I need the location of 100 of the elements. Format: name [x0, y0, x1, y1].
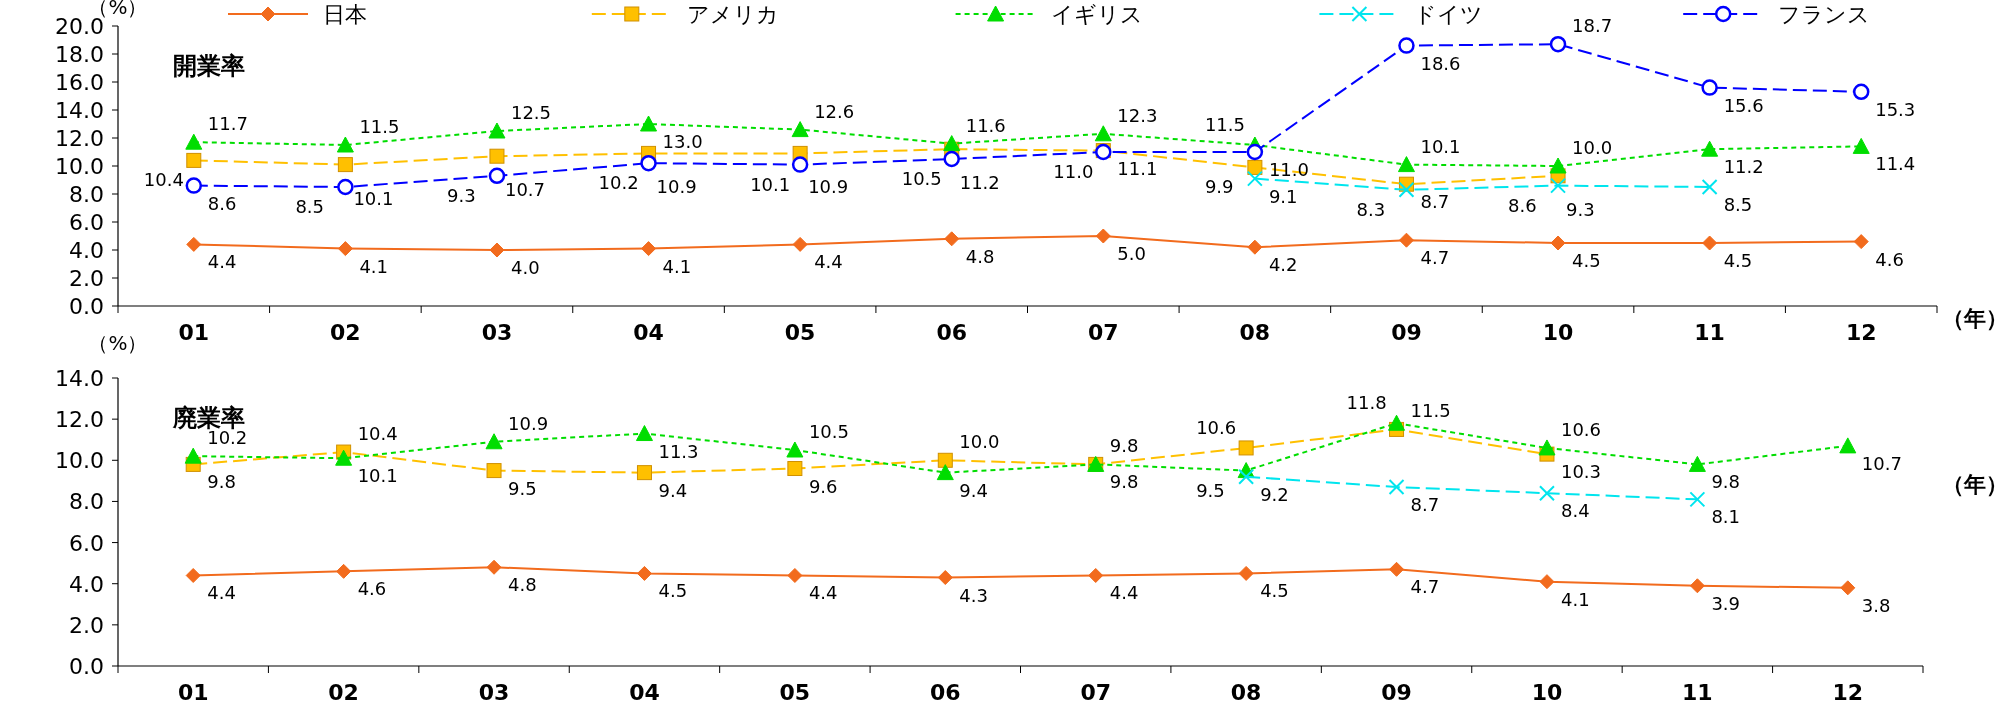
data-label: 4.5 — [1260, 580, 1289, 602]
data-label: 10.1 — [750, 173, 791, 195]
x-tick-label: 09 — [1381, 680, 1412, 701]
data-label: 10.4 — [143, 169, 184, 191]
data-label: 12.5 — [510, 102, 552, 123]
data-label: 9.9 — [1204, 176, 1234, 198]
y-tick-label: 16.0 — [55, 70, 104, 95]
data-label: 10.9 — [508, 412, 549, 434]
x-tick-label: 10 — [1531, 680, 1563, 701]
data-label: 4.6 — [1875, 248, 1904, 270]
x-tick-label: 03 — [478, 680, 510, 701]
x-tick-label: 12 — [1845, 320, 1877, 345]
data-label: 4.4 — [814, 251, 843, 273]
data-label: 8.7 — [1410, 494, 1440, 516]
y-tick-label: 4.0 — [69, 238, 104, 263]
x-tick-label: 05 — [784, 320, 816, 345]
y-tick-label: 10.0 — [55, 448, 104, 474]
x-tick-label: 11 — [1682, 680, 1713, 701]
data-label: 4.5 — [1572, 250, 1601, 271]
data-label: 3.8 — [1861, 594, 1891, 616]
data-label: 4.1 — [1560, 588, 1590, 610]
data-label: 10.9 — [656, 176, 697, 198]
x-tick-label: 01 — [178, 320, 210, 345]
data-label: 10.0 — [1572, 137, 1613, 158]
data-label: 4.8 — [508, 574, 537, 596]
data-label: 15.6 — [1723, 94, 1764, 116]
data-label: 4.7 — [1420, 247, 1450, 269]
y-tick-label: 10.0 — [55, 154, 104, 179]
data-label: 5.0 — [1117, 243, 1146, 264]
x-tick-label: 08 — [1239, 320, 1271, 345]
data-label: 10.0 — [959, 431, 1000, 453]
data-label: 9.8 — [207, 471, 236, 493]
x-tick-label: 10 — [1542, 320, 1574, 345]
data-label: 13.0 — [662, 131, 703, 152]
data-label: 9.5 — [508, 477, 537, 499]
data-label: 11.2 — [959, 172, 1000, 194]
data-label: 12.3 — [1117, 104, 1158, 126]
legend-label: イギリス — [1050, 2, 1143, 27]
data-label: 15.3 — [1875, 98, 1916, 120]
data-label: 11.4 — [1875, 153, 1916, 175]
data-label: 4.1 — [662, 255, 692, 277]
data-label: 8.6 — [207, 192, 237, 214]
data-label: 10.1 — [357, 465, 398, 487]
legend-label: フランス — [1778, 2, 1871, 27]
data-label: 9.3 — [1566, 198, 1595, 220]
x-axis-title: （年） — [1942, 306, 2008, 331]
data-label: 8.3 — [1356, 198, 1386, 220]
x-tick-label: 03 — [481, 320, 513, 345]
data-label: 10.6 — [1196, 416, 1237, 438]
legend-label: アメリカ — [686, 2, 779, 27]
data-label: 18.6 — [1420, 52, 1461, 74]
data-label: 9.4 — [959, 479, 988, 501]
data-label: 10.5 — [808, 421, 849, 442]
data-label: 18.7 — [1572, 15, 1613, 37]
text: 廃業率 — [172, 404, 245, 432]
data-label: 9.1 — [1268, 185, 1298, 207]
x-tick-label: 05 — [779, 680, 811, 701]
data-label: 9.3 — [446, 184, 476, 206]
data-label: 8.1 — [1711, 506, 1741, 528]
legend-label: 日本 — [323, 2, 367, 27]
x-axis-title: （年） — [1942, 472, 2008, 497]
y-tick-label: 12.0 — [55, 126, 104, 151]
data-label: 10.1 — [1420, 135, 1461, 157]
data-label: 9.4 — [658, 479, 688, 501]
legend-label: ドイツ — [1414, 2, 1484, 27]
data-label: 11.1 — [1117, 157, 1158, 179]
data-label: 11.0 — [1053, 161, 1094, 182]
y-tick-label: 6.0 — [69, 210, 104, 235]
data-label: 4.3 — [959, 584, 988, 606]
data-label: 11.7 — [207, 113, 248, 135]
x-tick-label: 06 — [936, 320, 968, 345]
y-tick-label: 0.0 — [69, 294, 104, 319]
data-label: 9.8 — [1109, 435, 1139, 457]
data-label: 4.4 — [1109, 582, 1139, 604]
y-tick-label: 12.0 — [55, 407, 104, 433]
data-label: 4.5 — [1723, 250, 1753, 271]
x-tick-label: 04 — [633, 320, 664, 345]
x-tick-label: 09 — [1391, 320, 1422, 345]
x-tick-label: 07 — [1080, 680, 1112, 701]
data-label: 11.3 — [658, 440, 699, 462]
data-label: 4.8 — [965, 245, 995, 267]
data-label: 11.5 — [359, 116, 400, 137]
data-label: 10.2 — [598, 172, 639, 194]
data-label: 8.7 — [1420, 191, 1450, 213]
data-label: 10.4 — [357, 423, 398, 445]
data-label: 8.5 — [295, 196, 325, 217]
data-label: 8.4 — [1560, 500, 1590, 522]
x-tick-label: 12 — [1832, 680, 1864, 701]
data-label: 10.9 — [808, 176, 849, 198]
data-label: 9.6 — [808, 475, 838, 497]
x-tick-label: 06 — [929, 680, 961, 701]
x-tick-label: 07 — [1087, 320, 1119, 345]
y-tick-label: 14.0 — [55, 98, 104, 123]
data-label: 10.3 — [1560, 461, 1602, 483]
data-label: 9.8 — [1109, 471, 1139, 493]
data-label: 4.0 — [510, 257, 540, 278]
data-label: 11.5 — [1204, 114, 1245, 135]
data-label: 11.5 — [1410, 400, 1451, 422]
data-label: 4.1 — [359, 255, 389, 277]
x-tick-label: 02 — [328, 680, 359, 701]
